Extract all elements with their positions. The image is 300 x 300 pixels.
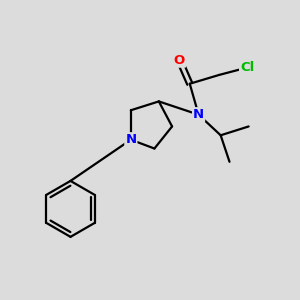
Text: Cl: Cl (240, 61, 254, 74)
Text: O: O (174, 54, 185, 67)
Text: N: N (193, 108, 204, 121)
Text: N: N (125, 133, 136, 146)
